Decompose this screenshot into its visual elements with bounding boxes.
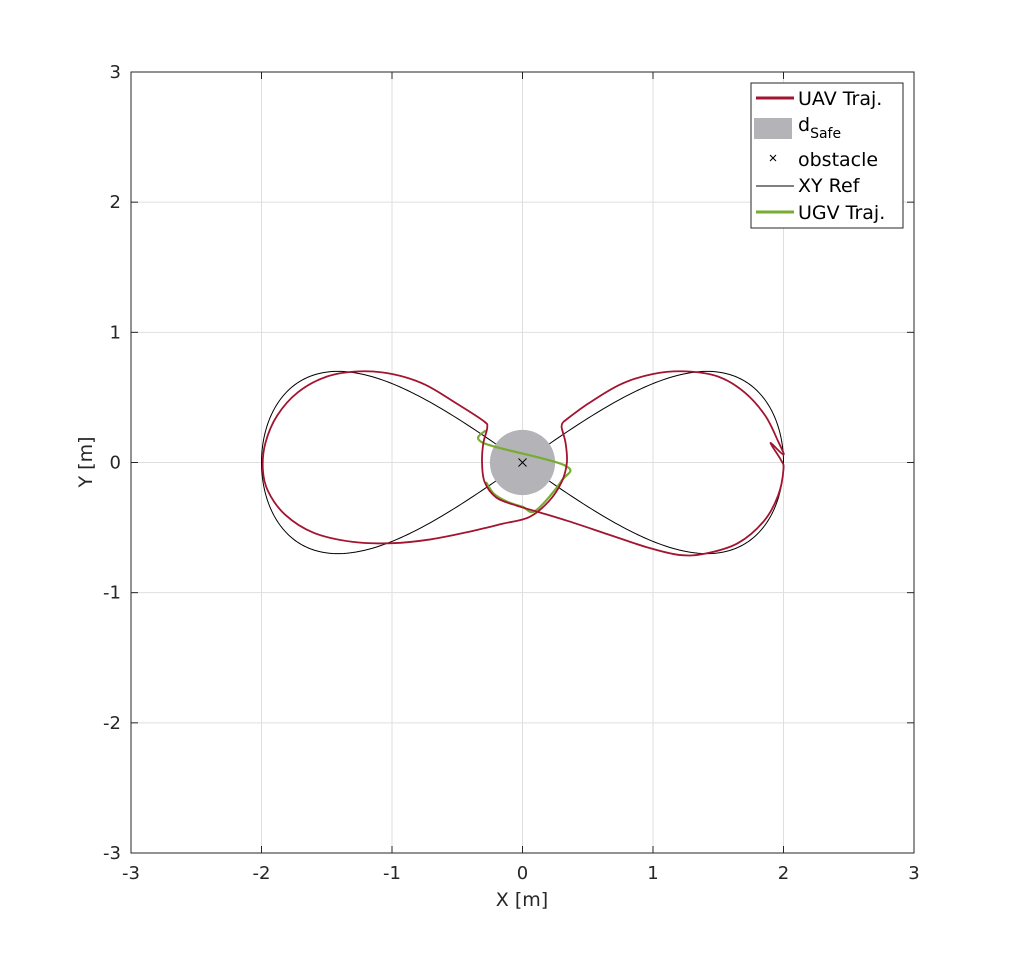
y-tick-label: -3: [103, 843, 121, 864]
trajectory-series: [261, 370, 785, 557]
legend-dsafe-sub: Safe: [810, 126, 841, 142]
x-axis-label: X [m]: [496, 889, 548, 911]
y-tick-label: 0: [110, 453, 121, 474]
y-tick-label: 1: [110, 322, 121, 343]
axis-ticks: -3 -2 -1 0 1 2 3 -3 -2 -1 0 1 2 3: [103, 62, 920, 884]
legend-box: [750, 82, 904, 229]
x-tick-label: 1: [647, 863, 658, 884]
x-tick-label: 2: [778, 863, 789, 884]
legend-ref-label: XY Ref: [798, 175, 861, 197]
y-tick-label: 3: [110, 62, 121, 83]
x-tick-label: 0: [517, 863, 528, 884]
legend-dsafe-main: d: [798, 114, 810, 136]
x-tick-label: -2: [253, 863, 271, 884]
x-tick-label: -1: [383, 863, 401, 884]
legend-uav-label: UAV Traj.: [798, 88, 882, 110]
legend-obstacle-x: [769, 154, 777, 162]
xy-ref-path: [260, 370, 784, 555]
y-tick-label: -2: [103, 713, 121, 734]
x-tick-label: 3: [908, 863, 919, 884]
y-tick-label: 2: [110, 192, 121, 213]
legend-dsafe-label: dSafe: [798, 114, 841, 142]
legend: UAV Traj. dSafe obstacle XY Ref UGV Traj…: [750, 82, 904, 229]
legend-dsafe-patch: [754, 118, 792, 139]
y-axis-label: Y [m]: [75, 437, 97, 489]
uav-trajectory-line: [261, 370, 785, 557]
legend-obstacle-label: obstacle: [798, 149, 878, 171]
obstacle-x-stroke: [518, 458, 527, 467]
x-tick-label: -3: [122, 863, 140, 884]
obstacle-marker: [518, 458, 527, 467]
xy-ref-curve: [260, 370, 784, 555]
y-tick-label: -1: [103, 583, 121, 604]
legend-ugv-label: UGV Traj.: [798, 202, 885, 224]
